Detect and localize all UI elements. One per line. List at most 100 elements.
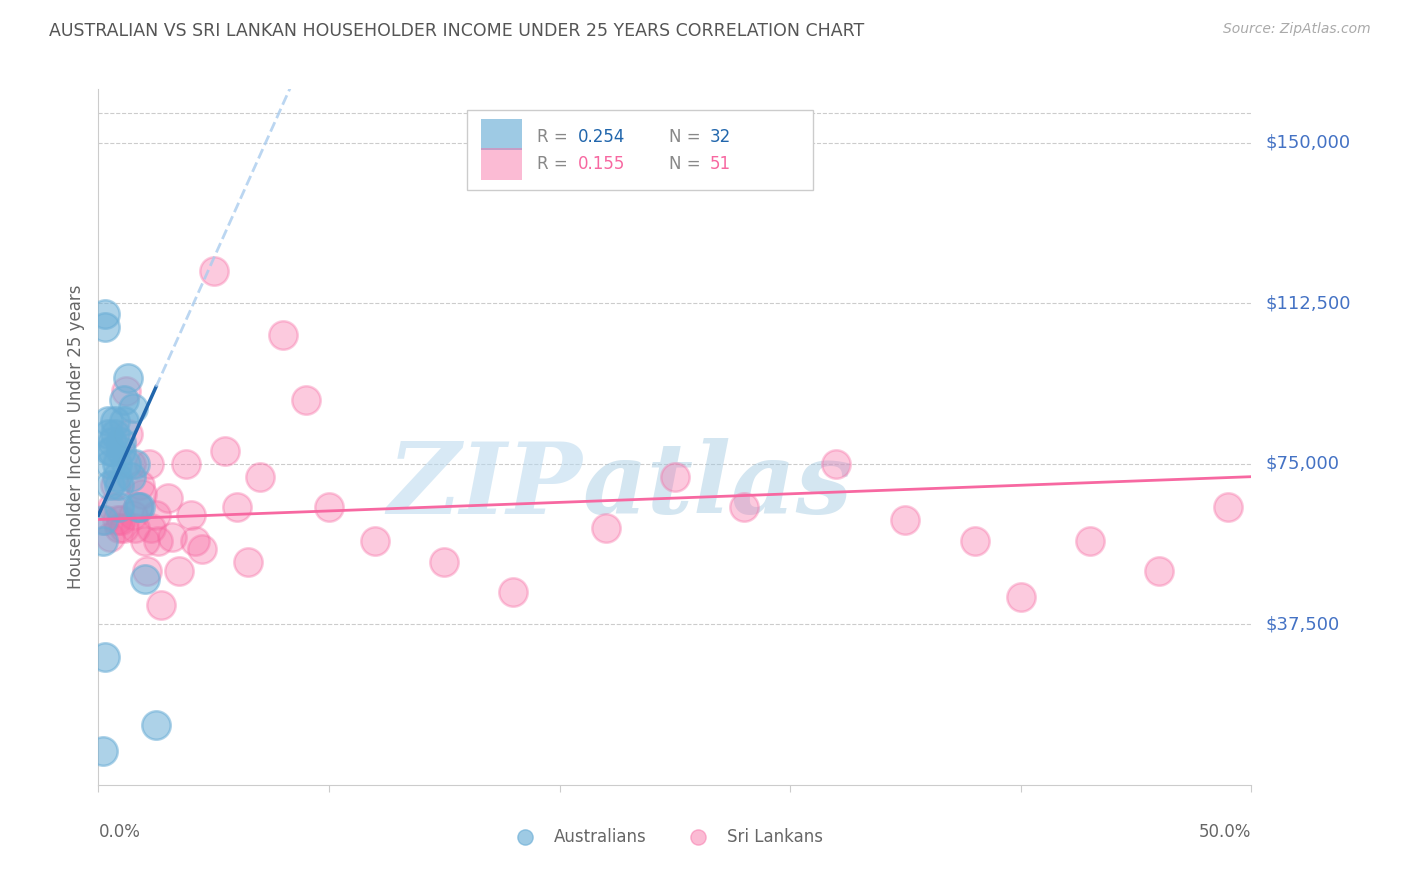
Point [825,457,848,471]
Point [733,500,755,514]
Point [141,521,163,535]
Point [97,426,120,441]
Text: 32: 32 [710,128,731,145]
Point [295,392,318,407]
Text: 0.0%: 0.0% [98,823,141,841]
Point [115,384,138,398]
Point [129,500,152,514]
Point [174,457,197,471]
Point [124,457,146,471]
Bar [467,110,813,190]
Point [110,435,132,450]
Point [117,371,139,385]
Text: Source: ZipAtlas.com: Source: ZipAtlas.com [1223,22,1371,37]
Point [167,564,190,578]
Point [120,469,142,483]
Point [145,508,167,523]
Text: $75,000: $75,000 [1265,455,1340,473]
Text: 0.155: 0.155 [578,154,626,173]
Point [894,512,917,526]
Text: atlas: atlas [582,438,852,534]
Point [115,457,138,471]
Point [105,512,128,526]
Point [122,508,145,523]
Text: N =: N = [669,128,706,145]
Point [97,414,120,428]
Bar [481,120,522,151]
Point [249,469,271,483]
Point [160,530,183,544]
Point [1078,533,1101,548]
Text: 0.254: 0.254 [578,128,626,145]
Point [108,500,131,514]
Point [98,478,121,492]
Point [156,491,179,505]
Point [134,533,156,548]
Point [135,564,157,578]
Point [105,457,128,471]
Point [108,521,131,535]
Text: $112,500: $112,500 [1265,294,1351,312]
Y-axis label: Householder Income Under 25 years: Householder Income Under 25 years [66,285,84,590]
Point [433,555,456,569]
Point [94,649,117,664]
Text: Sri Lankans: Sri Lankans [727,828,823,847]
Point [271,328,294,343]
Point [101,435,124,450]
Point [105,469,128,483]
Point [103,478,125,492]
Point [1218,500,1240,514]
Point [103,426,125,441]
Point [225,500,247,514]
Point [595,521,617,535]
Point [148,533,170,548]
Point [364,533,387,548]
Point [112,392,135,407]
Point [101,500,124,514]
Point [98,444,121,458]
Point [214,444,236,458]
Point [180,508,202,523]
Point [238,555,260,569]
Point [112,414,135,428]
Text: Australians: Australians [554,828,647,847]
Bar [481,148,522,179]
Point [94,512,117,526]
Point [110,444,132,458]
Point [149,598,172,612]
Point [145,718,167,732]
Point [502,585,524,599]
Point [91,533,114,548]
Point [120,457,142,471]
Point [191,542,214,557]
Text: $37,500: $37,500 [1265,615,1340,633]
Point [127,500,149,514]
Text: R =: R = [537,154,572,173]
Point [1147,564,1170,578]
Point [963,533,986,548]
Point [103,414,125,428]
Point [184,533,207,548]
Point [98,530,121,544]
Point [124,521,146,535]
Text: R =: R = [537,128,572,145]
Point [318,500,340,514]
Point [108,478,131,492]
Point [91,512,114,526]
Text: 50.0%: 50.0% [1199,823,1251,841]
Point [138,457,160,471]
Point [110,512,132,526]
Text: 51: 51 [710,154,731,173]
Point [134,573,156,587]
Point [101,444,124,458]
Point [131,487,153,501]
Point [94,319,117,334]
Point [91,744,114,758]
Text: AUSTRALIAN VS SRI LANKAN HOUSEHOLDER INCOME UNDER 25 YEARS CORRELATION CHART: AUSTRALIAN VS SRI LANKAN HOUSEHOLDER INC… [49,22,865,40]
Point [117,426,139,441]
Text: $150,000: $150,000 [1265,134,1351,152]
Point [127,500,149,514]
Point [94,307,117,321]
Text: ZIP: ZIP [388,438,582,534]
Text: N =: N = [669,154,706,173]
